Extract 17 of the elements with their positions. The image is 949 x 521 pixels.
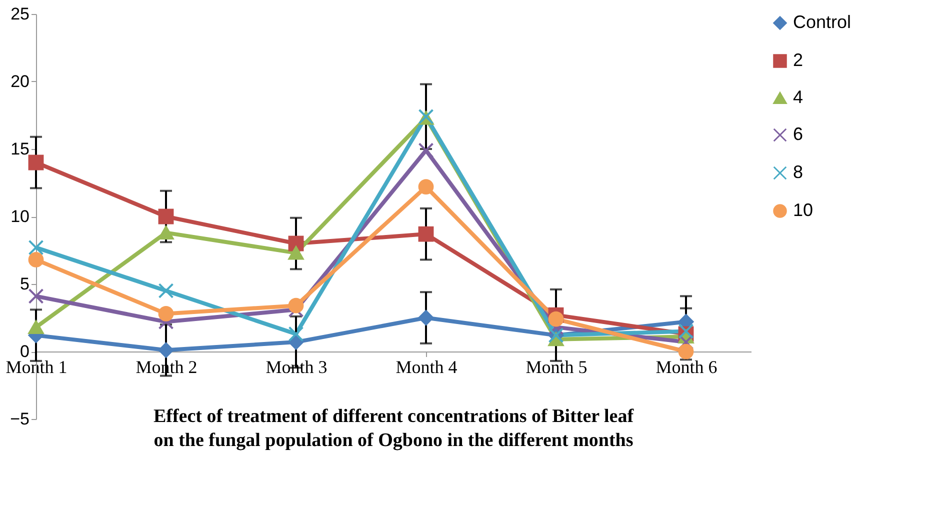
legend-label: 6 (793, 124, 804, 144)
y-tick-label: −5 (10, 410, 30, 428)
y-tick-label: 5 (20, 274, 30, 294)
legend-label: Control (793, 12, 852, 32)
legend-label: 10 (793, 200, 814, 220)
y-tick-label: 20 (10, 72, 30, 91)
y-tick-label: 10 (10, 207, 30, 226)
legend-label: 2 (793, 50, 804, 70)
y-tick-label: 25 (10, 4, 30, 24)
x-tick-label: Month 5 (526, 357, 588, 377)
legend-label: 8 (793, 162, 804, 182)
text: Effect of treatment of different concentrations of Bitter leaf on the fungal population of Ogbono in the different months (153, 406, 634, 451)
x-tick-label: Month 3 (266, 357, 328, 377)
x-tick-label: Month 4 (396, 357, 458, 377)
y-tick-label: 15 (10, 140, 30, 158)
legend-label: 4 (793, 87, 804, 107)
x-tick-label: Month 6 (656, 357, 718, 377)
